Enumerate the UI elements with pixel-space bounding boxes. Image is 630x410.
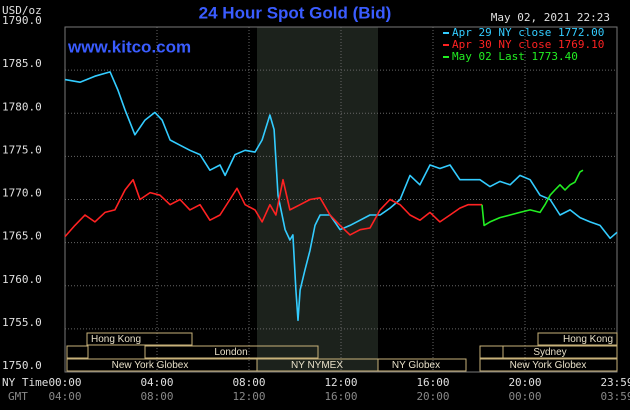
session-box bbox=[86, 332, 193, 346]
y-tick-label: 1785.0 bbox=[2, 57, 42, 70]
session-label: Hong Kong bbox=[563, 334, 613, 345]
x-tick-label: 08:00 bbox=[232, 376, 265, 389]
x2-tick-label: 12:00 bbox=[232, 390, 265, 403]
session-box bbox=[537, 332, 618, 346]
legend-label: May 02 Last 1773.40 bbox=[452, 50, 578, 63]
y-label: USD/oz bbox=[2, 4, 42, 17]
session-box bbox=[502, 345, 618, 359]
line-series bbox=[64, 178, 482, 238]
x-tick-label: 00:00 bbox=[48, 376, 81, 389]
y-tick-label: 1750.0 bbox=[2, 359, 42, 372]
x2-tick-label: 03:59 bbox=[600, 390, 630, 403]
x-label: NY Time bbox=[2, 376, 48, 389]
x-tick-label: 23:59 bbox=[600, 376, 630, 389]
x2-tick-label: 20:00 bbox=[416, 390, 449, 403]
line-series bbox=[481, 169, 584, 227]
y-tick-label: 1770.0 bbox=[2, 187, 42, 200]
session-label: New York Globex bbox=[510, 360, 587, 371]
x-tick-label: 12:00 bbox=[324, 376, 357, 389]
x-tick-label: 04:00 bbox=[140, 376, 173, 389]
y-tick-label: 1775.0 bbox=[2, 143, 42, 156]
y-tick-label: 1790.0 bbox=[2, 14, 42, 27]
session-label: NY NYMEX bbox=[291, 360, 343, 371]
session-box bbox=[66, 345, 89, 359]
x-tick-label: 20:00 bbox=[508, 376, 541, 389]
line-series bbox=[64, 71, 618, 322]
timestamp: May 02, 2021 22:23 bbox=[491, 11, 610, 24]
legend-label: Apr 29 NY close 1772.00 bbox=[452, 26, 604, 39]
y-tick-label: 1760.0 bbox=[2, 273, 42, 286]
session-label: Sydney bbox=[533, 347, 566, 358]
x2-tick-label: 08:00 bbox=[140, 390, 173, 403]
plot-frame bbox=[64, 26, 618, 373]
session-label: London bbox=[214, 347, 247, 358]
y-tick-label: 1780.0 bbox=[2, 100, 42, 113]
chart-title: 24 Hour Spot Gold (Bid) bbox=[199, 3, 392, 22]
x2-label: GMT bbox=[8, 390, 28, 403]
y-tick-label: 1755.0 bbox=[2, 316, 42, 329]
y-tick-label: 1765.0 bbox=[2, 230, 42, 243]
session-box bbox=[479, 358, 618, 372]
x-tick-label: 16:00 bbox=[416, 376, 449, 389]
sessions: Hong Kong Hong Kong London Sydney New Yo… bbox=[66, 332, 618, 372]
x2-tick-label: 16:00 bbox=[324, 390, 357, 403]
x2-tick-label: 04:00 bbox=[48, 390, 81, 403]
session-label: Hong Kong bbox=[91, 334, 141, 345]
legend-label: Apr 30 NY close 1769.10 bbox=[452, 38, 604, 51]
session-label: New York Globex bbox=[112, 360, 189, 371]
session-label: NY Globex bbox=[392, 360, 440, 371]
session-box bbox=[144, 345, 319, 359]
watermark: www.kitco.com bbox=[67, 37, 191, 56]
x2-tick-label: 00:00 bbox=[508, 390, 541, 403]
session-box bbox=[377, 358, 467, 372]
